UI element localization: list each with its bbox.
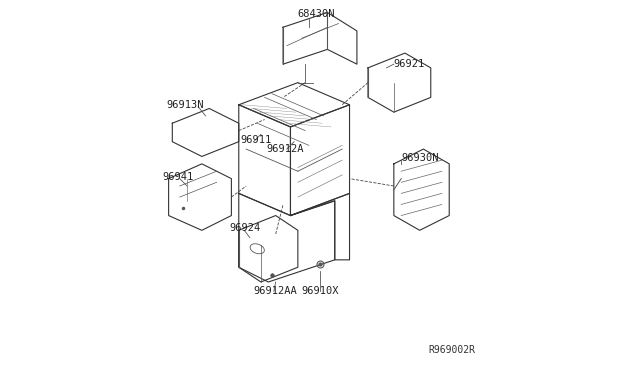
Text: 96911: 96911 bbox=[241, 135, 272, 145]
Text: 96913N: 96913N bbox=[167, 100, 204, 110]
Text: 96941: 96941 bbox=[162, 172, 193, 182]
Text: R969002R: R969002R bbox=[428, 345, 475, 355]
Text: 96930N: 96930N bbox=[401, 153, 439, 163]
Text: 96912AA: 96912AA bbox=[253, 286, 298, 296]
Text: 96921: 96921 bbox=[394, 59, 425, 69]
Text: 68430N: 68430N bbox=[298, 9, 335, 19]
Text: 96912A: 96912A bbox=[266, 144, 304, 154]
Text: 96910X: 96910X bbox=[301, 286, 339, 296]
Text: 96924: 96924 bbox=[230, 224, 260, 234]
